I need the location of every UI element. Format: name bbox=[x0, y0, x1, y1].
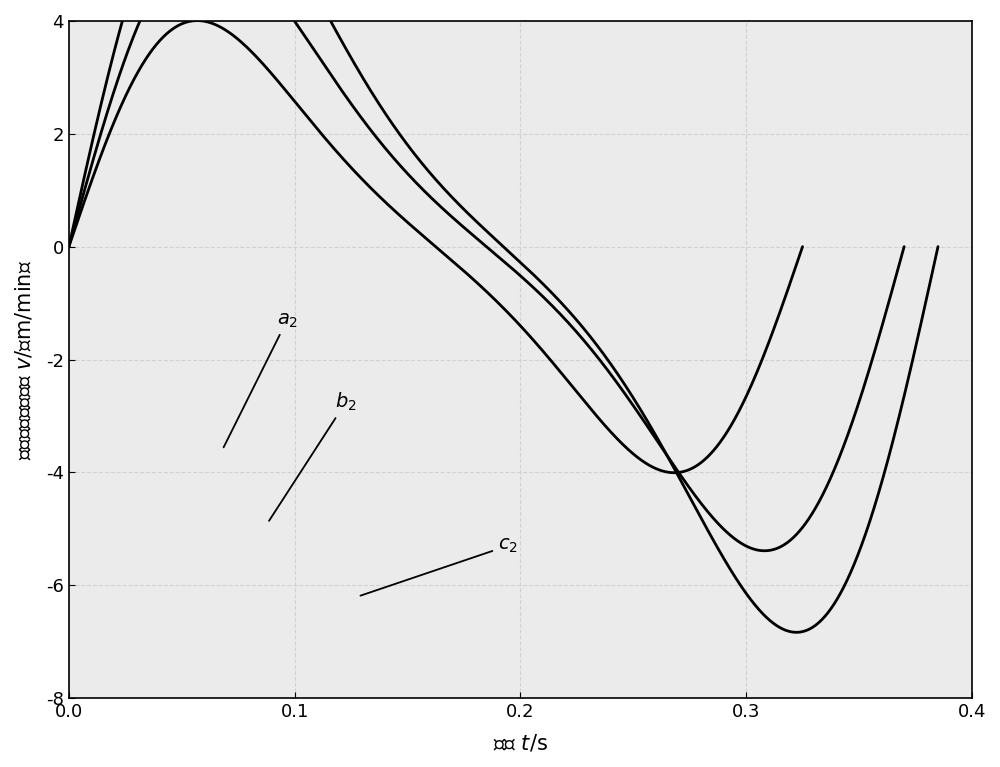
Text: $c_2$: $c_2$ bbox=[360, 536, 518, 596]
X-axis label: 时间 $t$/s: 时间 $t$/s bbox=[493, 732, 548, 753]
Text: $a_2$: $a_2$ bbox=[224, 311, 298, 447]
Y-axis label: 结晶器的振动速度 $v$/（m/min）: 结晶器的振动速度 $v$/（m/min） bbox=[14, 259, 35, 459]
Text: $b_2$: $b_2$ bbox=[269, 390, 357, 521]
